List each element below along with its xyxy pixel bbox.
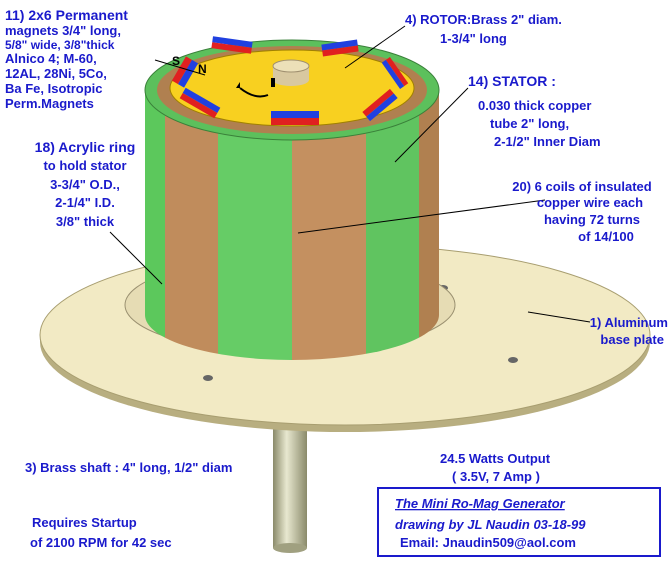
diagram: S N 11) 2x6 Permanent magnets 3/4" long,… (0, 0, 672, 564)
label-line: 14) STATOR : (468, 73, 556, 89)
credits-email: Email: Jnaudin509@aol.com (400, 535, 576, 550)
label-line: Ba Fe, Isotropic (5, 81, 103, 96)
label-line: having 72 turns (544, 212, 640, 227)
stator-label: 14) STATOR : 0.030 thick copper tube 2" … (468, 73, 601, 149)
label-line: 12AL, 28Ni, 5Co, (5, 66, 107, 81)
label-line: Requires Startup (32, 515, 137, 530)
credits-author: drawing by JL Naudin 03-18-99 (395, 517, 586, 532)
label-line: 2-1/4" I.D. (55, 195, 115, 210)
output-label: 24.5 Watts Output ( 3.5V, 7 Amp ) (440, 451, 551, 484)
rotor-top: S N (145, 36, 439, 140)
label-line: ( 3.5V, 7 Amp ) (452, 469, 540, 484)
label-line: 3/8" thick (56, 214, 115, 229)
magnets-label: 11) 2x6 Permanent magnets 3/4" long, 5/8… (5, 7, 128, 111)
label-line: of 2100 RPM for 42 sec (30, 535, 172, 550)
shaft-label: 3) Brass shaft : 4" long, 1/2" diam (25, 460, 232, 475)
rotor-label: 4) ROTOR:Brass 2" diam. 1-3/4" long (405, 12, 562, 46)
label-line: 20) 6 coils of insulated (512, 179, 651, 194)
label-line: 1) Aluminum (590, 315, 668, 330)
coils-label: 20) 6 coils of insulated copper wire eac… (512, 179, 651, 244)
label-line: copper wire each (537, 195, 643, 210)
label-line: magnets 3/4" long, (5, 23, 121, 38)
label-line: 18) Acrylic ring (35, 139, 136, 155)
credits-box: The Mini Ro-Mag Generator drawing by JL … (378, 488, 660, 556)
label-line: 11) 2x6 Permanent (5, 7, 128, 23)
label-line: 24.5 Watts Output (440, 451, 551, 466)
label-line: to hold stator (43, 158, 126, 173)
startup-label: Requires Startup of 2100 RPM for 42 sec (30, 515, 172, 550)
credits-title: The Mini Ro-Mag Generator (395, 496, 566, 511)
label-line: 5/8" wide, 3/8"thick (5, 38, 115, 52)
label-line: 4) ROTOR:Brass 2" diam. (405, 12, 562, 27)
label-line: 0.030 thick copper (478, 98, 591, 113)
label-line: 2-1/2" Inner Diam (494, 134, 601, 149)
shaft (273, 410, 307, 553)
ring-label: 18) Acrylic ring to hold stator 3-3/4" O… (35, 139, 136, 229)
label-line: 1-3/4" long (440, 31, 507, 46)
label-line: base plate (600, 332, 664, 347)
label-line: Perm.Magnets (5, 96, 94, 111)
label-line: tube 2" long, (490, 116, 569, 131)
label-line: Alnico 4; M-60, (5, 51, 97, 66)
label-line: 3-3/4" O.D., (50, 177, 120, 192)
label-line: of 14/100 (578, 229, 634, 244)
